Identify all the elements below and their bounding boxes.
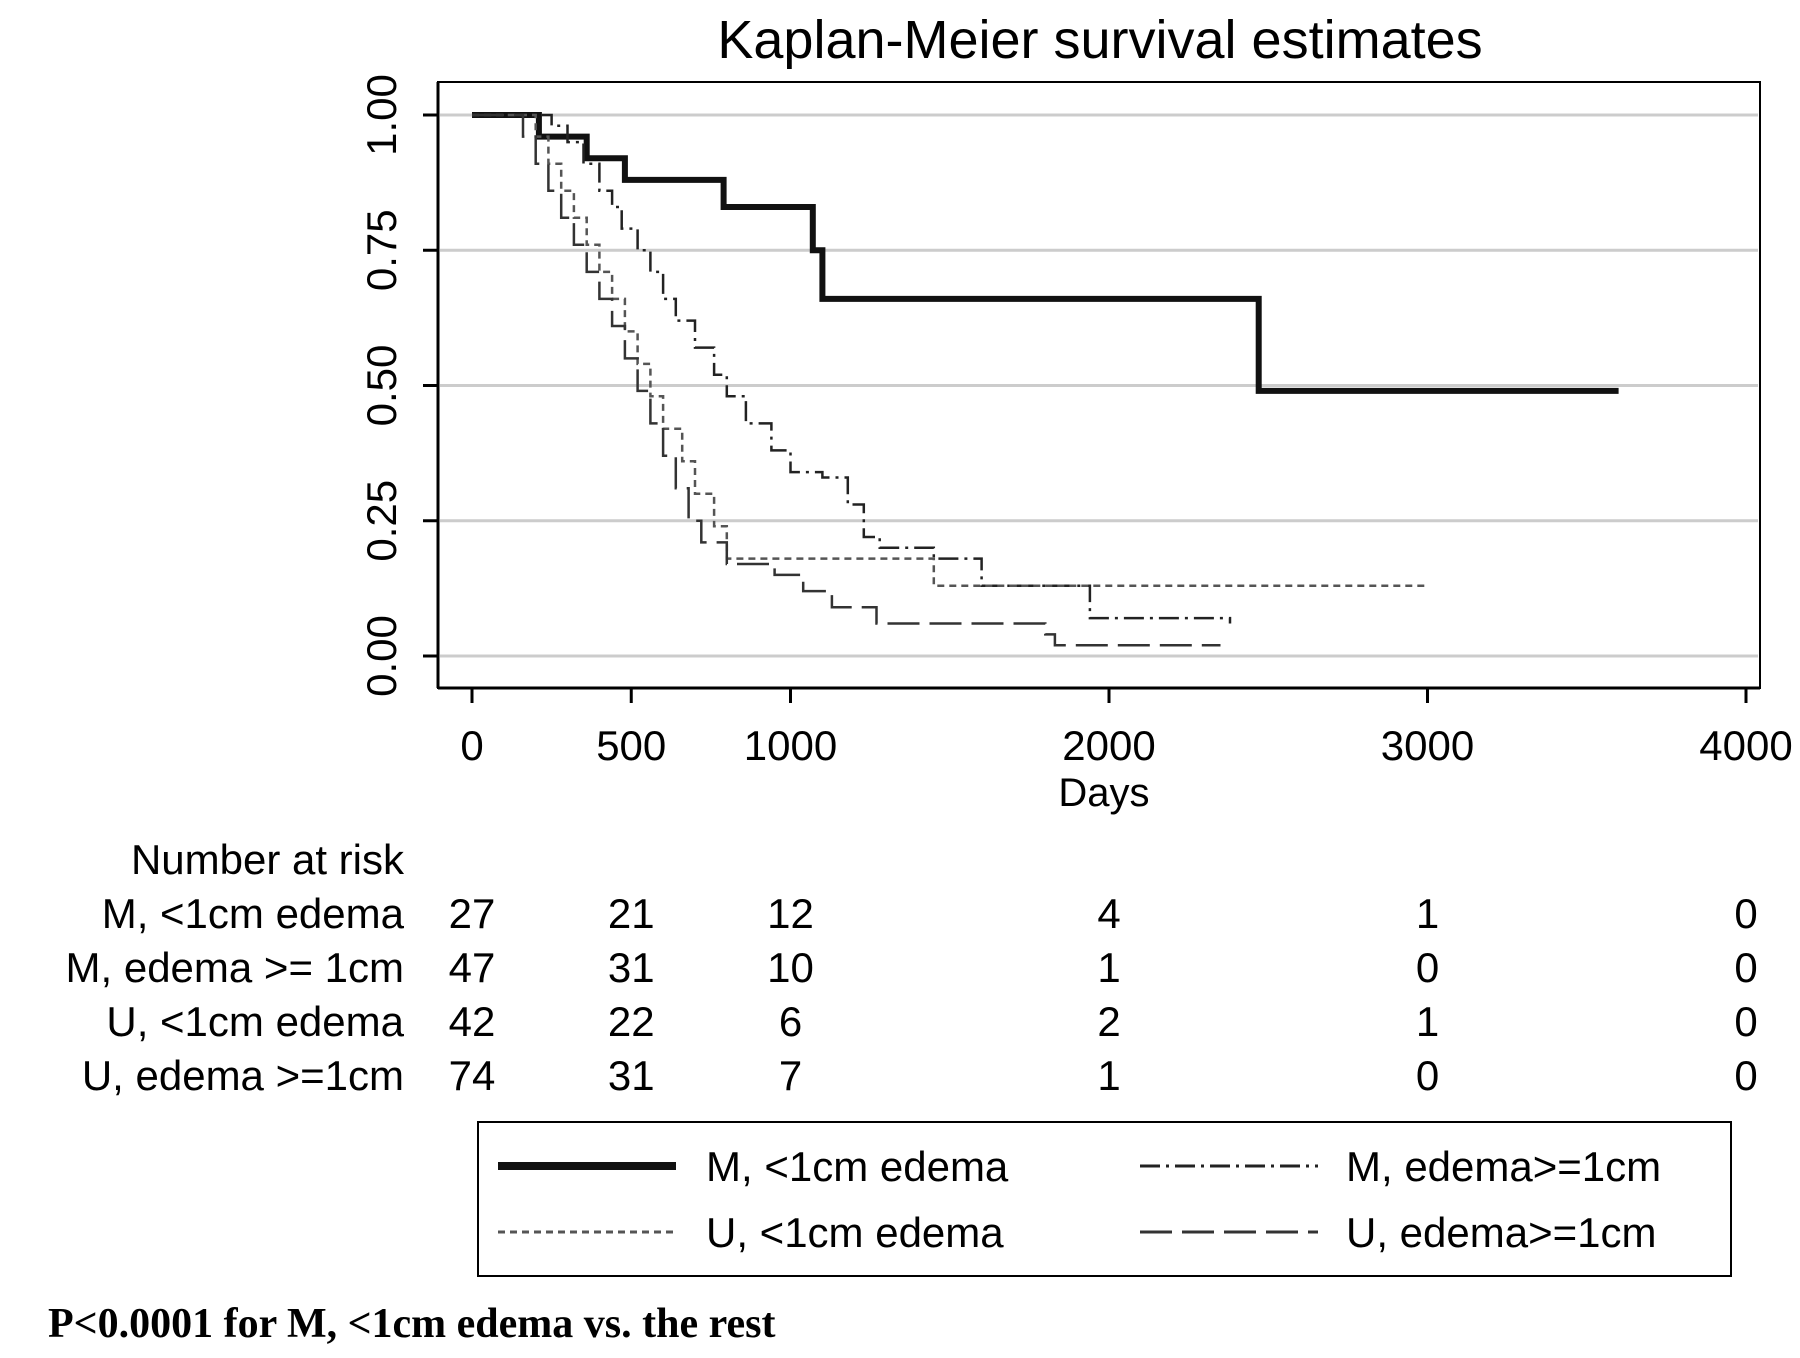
legend-label-0: M, <1cm edema [706,1143,1009,1190]
x-tick-label-2: 1000 [744,722,837,769]
legend-label-3: U, edema>=1cm [1346,1209,1657,1256]
risk-row-label-2: U, <1cm edema [106,998,404,1045]
risk-row-label-3: U, edema >=1cm [82,1052,404,1099]
p-value-annotation: P<0.0001 for M, <1cm edema vs. the rest [48,1301,776,1347]
legend: M, <1cm edema M, edema>=1cm U, <1cm edema U… [477,1121,1732,1277]
risk-cell-0-0: 27 [449,890,496,937]
risk-cell-0-2: 12 [767,890,814,937]
y-axis: 0.00 0.25 0.50 0.75 1.00 [358,74,440,697]
risk-row-label-1: M, edema >= 1cm [66,944,404,991]
risk-cell-2-2: 6 [779,998,802,1045]
risk-cell-2-0: 42 [449,998,496,1045]
x-tick-label-0: 0 [460,722,483,769]
risk-cell-3-5: 0 [1734,1052,1757,1099]
risk-cell-1-4: 0 [1416,944,1439,991]
series-line-2 [472,113,1428,587]
risk-cell-1-5: 0 [1734,944,1757,991]
risk-cell-3-0: 74 [449,1052,496,1099]
series-line-3 [472,113,1221,647]
risk-cell-3-4: 0 [1416,1052,1439,1099]
risk-cell-2-3: 2 [1097,998,1120,1045]
x-axis-label: Days [1058,771,1149,815]
risk-table: Number at risk M, <1cm edema 27 21 12 4 1 0M, … [66,836,1758,1099]
x-tick-label-4: 3000 [1381,722,1474,769]
legend-box [477,1121,1732,1277]
risk-cell-1-2: 10 [767,944,814,991]
x-tick-label-3: 2000 [1062,722,1155,769]
y-tick-label-4: 1.00 [358,74,405,156]
risk-cell-1-1: 31 [608,944,655,991]
risk-row-label-0: M, <1cm edema [102,890,405,937]
risk-cell-1-0: 47 [449,944,496,991]
x-tick-label-1: 500 [596,722,666,769]
risk-cell-3-1: 31 [608,1052,655,1099]
y-tick-label-0: 0.00 [358,615,405,697]
risk-cell-0-5: 0 [1734,890,1757,937]
x-axis: 0 500 1000 2000 3000 4000 [438,686,1793,769]
risk-table-header: Number at risk [131,836,405,883]
chart-title: Kaplan-Meier survival estimates [717,10,1482,70]
series-layer [472,112,1619,647]
risk-cell-0-3: 4 [1097,890,1120,937]
grid-lines [440,113,1758,658]
x-tick-label-5: 4000 [1699,722,1792,769]
risk-cell-3-2: 7 [779,1052,802,1099]
y-tick-label-2: 0.50 [358,345,405,427]
risk-cell-1-3: 1 [1097,944,1120,991]
risk-cell-0-1: 21 [608,890,655,937]
risk-cell-0-4: 1 [1416,890,1439,937]
y-tick-label-3: 0.75 [358,209,405,291]
risk-cell-2-5: 0 [1734,998,1757,1045]
legend-label-1: M, edema>=1cm [1346,1143,1661,1190]
y-tick-label-1: 0.25 [358,480,405,562]
risk-cell-3-3: 1 [1097,1052,1120,1099]
legend-label-2: U, <1cm edema [706,1209,1004,1256]
risk-cell-2-1: 22 [608,998,655,1045]
series-line-0 [472,112,1619,394]
series-line-1 [472,113,1232,624]
risk-cell-2-4: 1 [1416,998,1439,1045]
